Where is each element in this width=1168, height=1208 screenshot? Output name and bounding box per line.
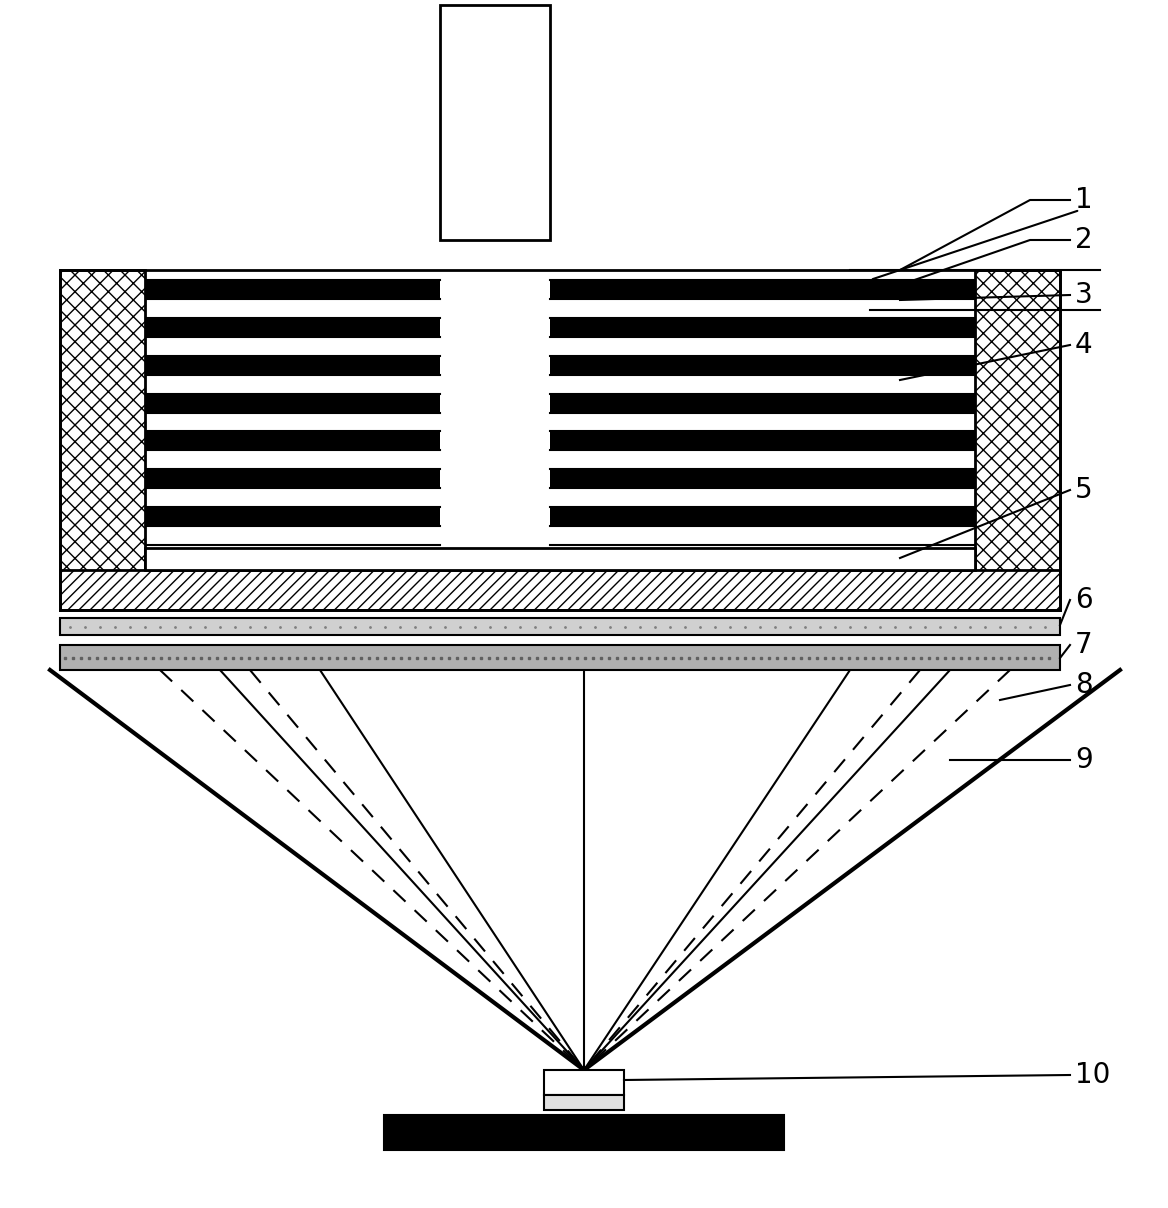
Polygon shape	[550, 337, 975, 355]
Polygon shape	[550, 412, 975, 431]
Polygon shape	[550, 394, 975, 412]
Polygon shape	[550, 451, 975, 469]
Polygon shape	[60, 271, 145, 580]
Polygon shape	[145, 318, 440, 337]
Polygon shape	[550, 298, 975, 318]
Text: 2: 2	[1075, 226, 1092, 254]
Polygon shape	[550, 318, 975, 337]
Text: 8: 8	[1075, 670, 1092, 699]
Polygon shape	[145, 548, 975, 570]
Polygon shape	[145, 298, 440, 318]
Polygon shape	[975, 271, 1061, 580]
Text: 4: 4	[1075, 331, 1092, 359]
Polygon shape	[60, 618, 1061, 635]
Polygon shape	[145, 431, 440, 451]
Polygon shape	[384, 1115, 784, 1150]
Polygon shape	[145, 451, 440, 469]
Polygon shape	[145, 280, 440, 298]
Polygon shape	[145, 488, 440, 507]
Polygon shape	[440, 5, 550, 240]
Text: 9: 9	[1075, 747, 1093, 774]
Polygon shape	[550, 431, 975, 451]
Polygon shape	[544, 1094, 624, 1110]
Text: 3: 3	[1075, 281, 1093, 309]
Polygon shape	[550, 525, 975, 545]
Polygon shape	[145, 337, 440, 355]
Text: 6: 6	[1075, 586, 1092, 614]
Text: 1: 1	[1075, 186, 1092, 214]
Polygon shape	[145, 355, 440, 374]
Polygon shape	[145, 525, 440, 545]
Polygon shape	[550, 374, 975, 394]
Text: 5: 5	[1075, 476, 1092, 504]
Polygon shape	[145, 412, 440, 431]
Polygon shape	[145, 507, 440, 525]
Polygon shape	[550, 355, 975, 374]
Polygon shape	[60, 645, 1061, 670]
Polygon shape	[145, 469, 440, 488]
Text: 7: 7	[1075, 631, 1092, 660]
Polygon shape	[550, 469, 975, 488]
Polygon shape	[550, 488, 975, 507]
Polygon shape	[145, 394, 440, 412]
Text: 10: 10	[1075, 1061, 1111, 1088]
Polygon shape	[544, 1070, 624, 1094]
Polygon shape	[550, 280, 975, 298]
Polygon shape	[60, 570, 1061, 610]
Polygon shape	[550, 507, 975, 525]
Polygon shape	[145, 374, 440, 394]
